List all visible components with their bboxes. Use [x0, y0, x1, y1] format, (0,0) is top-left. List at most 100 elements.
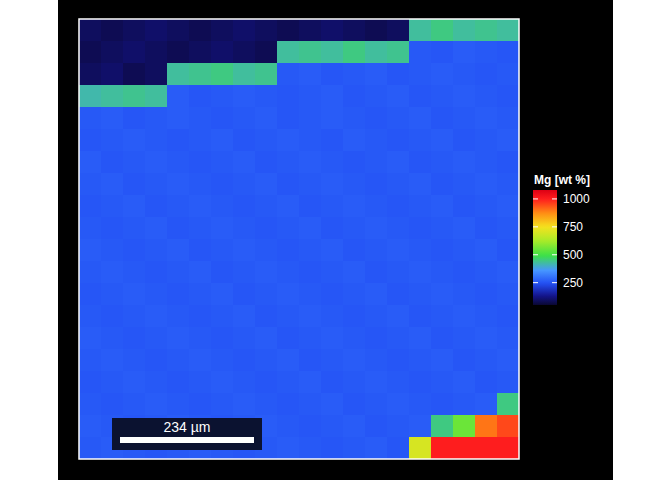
cell: [321, 437, 344, 459]
cell: [343, 107, 366, 130]
cell: [255, 393, 278, 416]
cell: [365, 173, 388, 196]
cell: [211, 217, 234, 240]
cell: [409, 437, 432, 459]
cell: [409, 63, 432, 86]
colorbar-tick: [533, 282, 538, 283]
cell: [475, 393, 498, 416]
cell: [387, 239, 410, 262]
cell: [211, 393, 234, 416]
cell: [189, 195, 212, 218]
cell: [167, 41, 190, 64]
cell: [255, 305, 278, 328]
cell: [299, 305, 322, 328]
cell: [167, 217, 190, 240]
cell: [189, 217, 212, 240]
cell: [145, 393, 168, 416]
cell: [145, 19, 168, 42]
cell: [453, 19, 476, 42]
cell: [343, 195, 366, 218]
cell: [431, 393, 454, 416]
cell: [145, 217, 168, 240]
cell: [497, 173, 519, 196]
cell: [365, 85, 388, 108]
cell: [189, 283, 212, 306]
cell: [211, 371, 234, 394]
cell: [387, 19, 410, 42]
cell: [409, 129, 432, 152]
cell: [101, 327, 124, 350]
cell: [409, 305, 432, 328]
cell: [409, 349, 432, 372]
cell: [277, 305, 300, 328]
cell: [101, 349, 124, 372]
cell: [167, 85, 190, 108]
cell: [79, 327, 102, 350]
cell: [233, 393, 256, 416]
cell: [409, 41, 432, 64]
cell: [387, 41, 410, 64]
cell: [101, 283, 124, 306]
cell: [365, 129, 388, 152]
cell: [79, 305, 102, 328]
cell: [189, 371, 212, 394]
colorbar: [533, 190, 557, 305]
cell: [211, 349, 234, 372]
cell: [167, 393, 190, 416]
cell: [277, 437, 300, 459]
cell: [79, 437, 102, 459]
cell: [277, 19, 300, 42]
cell: [299, 239, 322, 262]
cell: [211, 63, 234, 86]
colorbar-tick-label: 1000: [563, 192, 590, 206]
cell: [211, 239, 234, 262]
cell: [277, 195, 300, 218]
cell: [453, 151, 476, 174]
cell: [189, 261, 212, 284]
cell: [387, 195, 410, 218]
plot-frame: [79, 19, 519, 459]
cell: [79, 151, 102, 174]
cell: [365, 415, 388, 438]
cell: [299, 261, 322, 284]
cell: [321, 151, 344, 174]
cell: [409, 195, 432, 218]
cell: [145, 327, 168, 350]
cell: [453, 261, 476, 284]
cell: [409, 283, 432, 306]
cell: [167, 107, 190, 130]
cell: [79, 63, 102, 86]
cell: [431, 85, 454, 108]
cell: [453, 415, 476, 438]
cell: [431, 415, 454, 438]
cell: [255, 195, 278, 218]
cell: [255, 283, 278, 306]
cell: [167, 349, 190, 372]
cell: [79, 371, 102, 394]
cell: [123, 371, 146, 394]
cell: [277, 129, 300, 152]
cell: [189, 151, 212, 174]
cell: [343, 437, 366, 459]
cell: [343, 393, 366, 416]
cell: [211, 107, 234, 130]
cell: [211, 85, 234, 108]
cell: [431, 261, 454, 284]
cell: [431, 19, 454, 42]
cell: [233, 129, 256, 152]
cell: [189, 63, 212, 86]
cell: [233, 19, 256, 42]
cell: [387, 173, 410, 196]
cell: [101, 261, 124, 284]
cell: [475, 371, 498, 394]
cell: [145, 107, 168, 130]
cell: [79, 261, 102, 284]
cell: [453, 327, 476, 350]
cell: [277, 283, 300, 306]
cell: [255, 129, 278, 152]
cell: [343, 63, 366, 86]
cell: [497, 129, 519, 152]
cell: [387, 327, 410, 350]
cell: [277, 173, 300, 196]
cell: [299, 173, 322, 196]
